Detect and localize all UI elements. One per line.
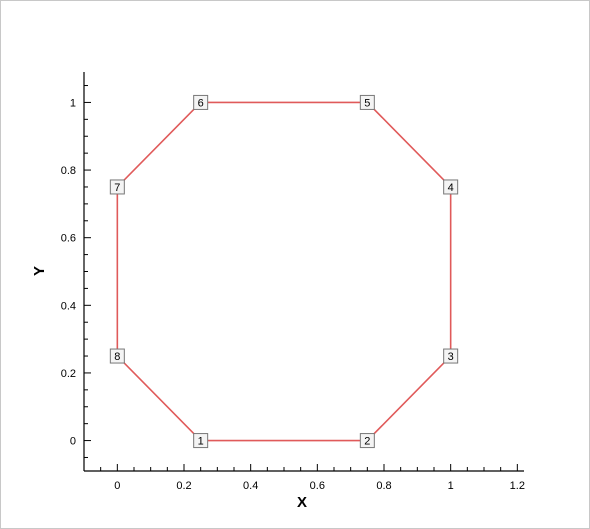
point-label: 1 — [198, 436, 204, 448]
point-marker — [109, 179, 125, 195]
y-tick-label: 1 — [70, 97, 76, 109]
point-label: 2 — [364, 436, 370, 448]
data-point-2: 2 — [359, 433, 375, 449]
x-tick-label: 0.8 — [376, 480, 391, 492]
data-point-6: 6 — [193, 94, 209, 110]
data-point-8: 8 — [109, 348, 125, 364]
data-point-4: 4 — [443, 179, 459, 195]
point-marker — [443, 348, 459, 364]
x-tick-label: 0.4 — [243, 480, 258, 492]
point-label: 6 — [198, 97, 204, 109]
y-tick-label: 0.2 — [61, 368, 76, 380]
y-tick-label: 0 — [70, 436, 76, 448]
y-tick-label: 0.6 — [61, 233, 76, 245]
point-marker — [443, 179, 459, 195]
x-tick-label: 0 — [114, 480, 120, 492]
point-marker — [359, 433, 375, 449]
y-axis-label: Y — [31, 266, 48, 276]
point-label: 7 — [114, 182, 120, 194]
x-axis-label: X — [297, 494, 307, 511]
data-point-3: 3 — [443, 348, 459, 364]
point-label: 4 — [448, 182, 454, 194]
data-point-7: 7 — [109, 179, 125, 195]
point-label: 8 — [114, 351, 120, 363]
point-marker — [109, 348, 125, 364]
point-label: 5 — [364, 97, 370, 109]
x-tick-label: 1.2 — [510, 480, 525, 492]
x-tick-label: 0.2 — [176, 480, 191, 492]
y-tick-label: 0.8 — [61, 165, 76, 177]
series-layer: 1 2 3 4 5 6 7 8 — [109, 94, 459, 449]
x-tick-label: 0.6 — [310, 480, 325, 492]
point-label: 3 — [448, 351, 454, 363]
point-marker — [193, 433, 209, 449]
y-tick-label: 0.4 — [61, 300, 76, 312]
axes: 0 0.2 0.4 0.6 0.8 1 1.2 0 0.2 0.4 0.6 0.8 1 — [61, 72, 525, 492]
data-point-1: 1 — [193, 433, 209, 449]
point-marker — [193, 94, 209, 110]
data-point-5: 5 — [359, 94, 375, 110]
x-tick-label: 1 — [448, 480, 454, 492]
point-marker — [359, 94, 375, 110]
